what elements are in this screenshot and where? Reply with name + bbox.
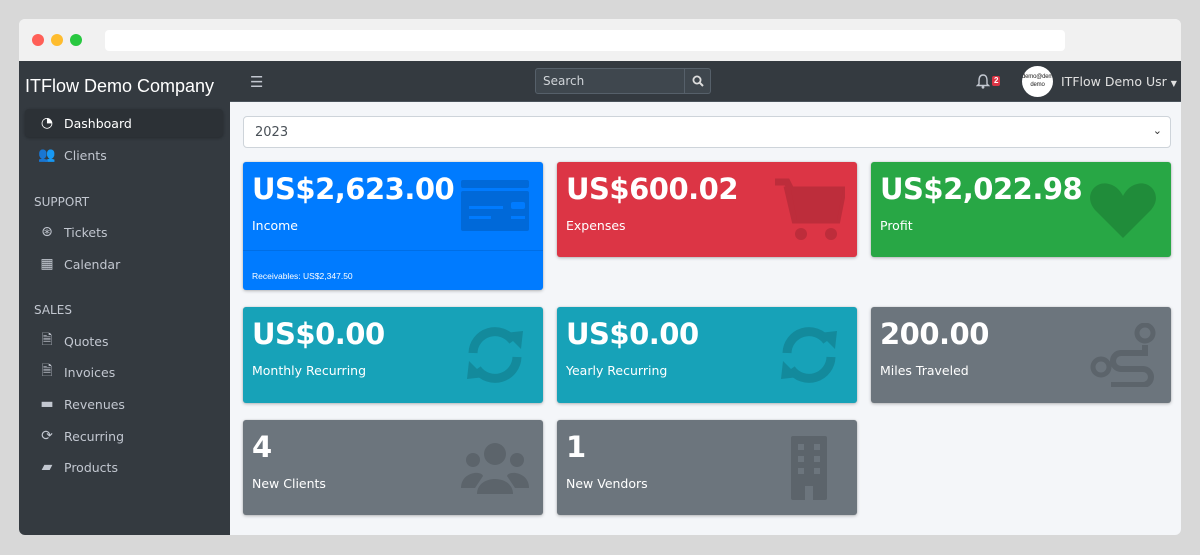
sync-icon: ⟳ bbox=[41, 428, 53, 444]
brand-name[interactable]: ITFlow Demo Company bbox=[25, 76, 215, 96]
search-icon bbox=[692, 75, 704, 87]
menu-toggle-icon[interactable]: ☰ bbox=[250, 74, 264, 91]
expenses-card[interactable]: US$600.02 Expenses bbox=[557, 162, 857, 257]
address-bar[interactable] bbox=[105, 30, 1065, 51]
sidebar-item-clients[interactable]: 👥 Clients bbox=[38, 147, 107, 163]
income-card[interactable]: US$2,623.00 Income Receivables: US$2,347… bbox=[243, 162, 543, 290]
building-icon bbox=[791, 436, 827, 500]
notification-badge: 2 bbox=[992, 76, 1001, 86]
sync-icon bbox=[467, 327, 523, 383]
browser-window: ITFlow Demo Company ◔ Dashboard 👥 Clients … bbox=[19, 19, 1181, 535]
section-header-sales: SALES bbox=[34, 303, 72, 317]
calendar-icon: ▦ bbox=[40, 256, 54, 272]
sidebar-item-revenues[interactable]: ▬ Revenues bbox=[25, 390, 223, 418]
minimize-dot[interactable] bbox=[51, 34, 63, 46]
file-invoice-dollar-icon: 🗎 bbox=[41, 363, 53, 379]
sidebar-item-calendar[interactable]: ▦ Calendar bbox=[25, 250, 223, 278]
shopping-cart-icon bbox=[775, 178, 845, 240]
caret-down-icon: ▼ bbox=[1170, 79, 1177, 88]
credit-card-icon bbox=[461, 180, 529, 231]
sidebar-item-dashboard[interactable]: ◔ Dashboard bbox=[25, 109, 223, 137]
miles-traveled-card[interactable]: 200.00 Miles Traveled bbox=[871, 307, 1171, 403]
sidebar-item-quotes[interactable]: 🗎 Quotes bbox=[25, 327, 223, 355]
new-clients-card[interactable]: 4 New Clients bbox=[243, 420, 543, 515]
route-icon bbox=[1090, 323, 1156, 387]
monthly-recurring-card[interactable]: US$0.00 Monthly Recurring bbox=[243, 307, 543, 403]
sidebar-item-recurring[interactable]: ⟳ Recurring bbox=[25, 422, 223, 450]
yearly-recurring-card[interactable]: US$0.00 Yearly Recurring bbox=[557, 307, 857, 403]
search-button[interactable] bbox=[685, 68, 711, 94]
credit-card-icon: ▬ bbox=[40, 396, 54, 412]
users-icon bbox=[461, 443, 529, 494]
new-vendors-card[interactable]: 1 New Vendors bbox=[557, 420, 857, 515]
file-icon: 🗎 bbox=[41, 332, 53, 348]
sidebar-item-tickets[interactable]: ⊛ Tickets bbox=[25, 218, 223, 246]
browser-chrome bbox=[19, 19, 1181, 61]
sidebar-item-invoices[interactable]: 🗎 Invoices bbox=[25, 358, 223, 386]
section-header-support: SUPPORT bbox=[34, 195, 90, 209]
users-icon: 👥 bbox=[38, 147, 56, 163]
sync-icon bbox=[781, 327, 837, 383]
search-form bbox=[535, 68, 711, 94]
profit-card[interactable]: US$2,022.98 Profit bbox=[871, 162, 1171, 257]
search-input[interactable] bbox=[535, 68, 685, 94]
user-menu[interactable]: ITFlow Demo Usr ▼ bbox=[1061, 74, 1177, 89]
bell-icon[interactable] bbox=[976, 73, 990, 89]
close-dot[interactable] bbox=[32, 34, 44, 46]
income-card-footer: Receivables: US$2,347.50 bbox=[243, 250, 543, 290]
top-navbar: ☰ 2 demo@demo demo ITFlow Demo Usr ▼ bbox=[230, 61, 1181, 102]
sidebar: ITFlow Demo Company ◔ Dashboard 👥 Clients … bbox=[19, 61, 230, 535]
life-ring-icon: ⊛ bbox=[41, 224, 53, 240]
year-select[interactable]: 2023 ⌄ bbox=[243, 116, 1171, 148]
avatar[interactable]: demo@demo demo bbox=[1022, 66, 1053, 97]
sidebar-item-products[interactable]: ▰ Products bbox=[25, 453, 223, 481]
chevron-down-icon: ⌄ bbox=[1152, 124, 1162, 137]
maximize-dot[interactable] bbox=[70, 34, 82, 46]
heart-icon bbox=[1090, 183, 1156, 238]
box-icon: ▰ bbox=[41, 459, 53, 475]
tachometer-icon: ◔ bbox=[40, 115, 54, 131]
